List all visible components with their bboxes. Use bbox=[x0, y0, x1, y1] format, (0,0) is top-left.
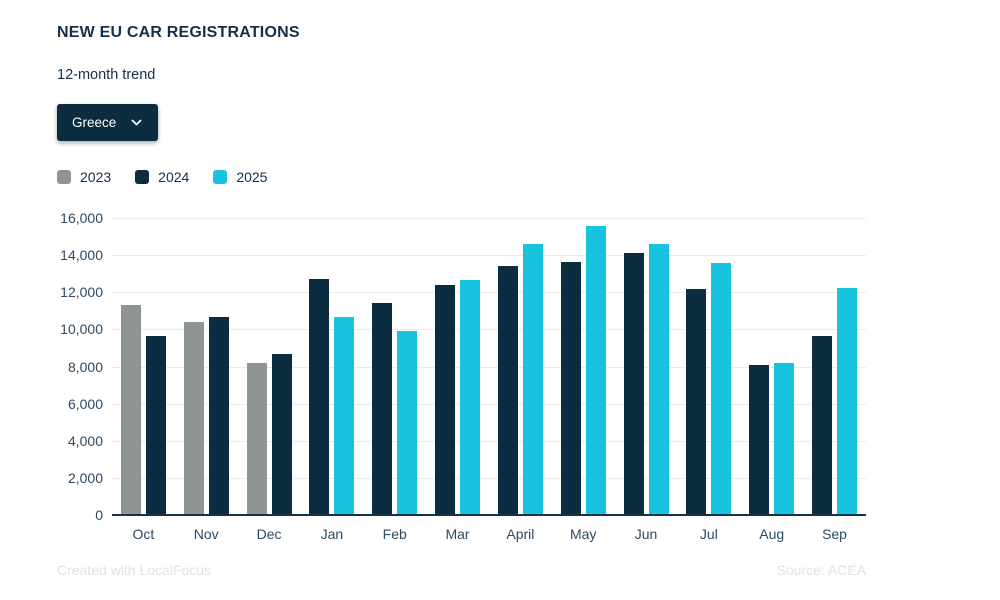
bars-row bbox=[246, 218, 292, 515]
gridline bbox=[112, 255, 866, 257]
bars-row bbox=[435, 218, 481, 515]
bar-2025-aug[interactable] bbox=[774, 362, 795, 515]
source-label: Source: ACEA bbox=[776, 562, 867, 578]
bar-2025-sep[interactable] bbox=[837, 287, 858, 515]
bar-2025-jan[interactable] bbox=[334, 317, 355, 515]
bar-2023-nov[interactable] bbox=[183, 321, 204, 515]
x-axis-label-aug: Aug bbox=[759, 526, 785, 542]
bar-2025-feb[interactable] bbox=[397, 331, 418, 515]
gridline bbox=[112, 218, 866, 219]
bar-group-feb: Feb bbox=[363, 218, 426, 542]
bar-2024-oct[interactable] bbox=[145, 335, 166, 515]
x-axis-label-jul: Jul bbox=[699, 526, 718, 542]
bars-row bbox=[372, 218, 418, 515]
bar-group-sep: Sep bbox=[803, 218, 866, 542]
x-axis-label-dec: Dec bbox=[256, 526, 282, 542]
bar-groups: Oct Nov Dec Jan Feb Mar April May Jun Jul Aug Sep bbox=[112, 218, 866, 542]
x-axis-label-may: May bbox=[569, 526, 597, 542]
y-axis-tick-label: 8,000 bbox=[67, 358, 103, 375]
y-axis-tick-label: 12,000 bbox=[60, 284, 103, 301]
bar-2025-jul[interactable] bbox=[711, 263, 732, 515]
bars-row bbox=[309, 218, 355, 515]
gridline bbox=[112, 329, 866, 331]
chevron-down-icon bbox=[130, 116, 143, 129]
bar-2024-mar[interactable] bbox=[435, 284, 456, 515]
y-axis-tick-label: 14,000 bbox=[60, 247, 103, 264]
bar-2025-jun[interactable] bbox=[648, 244, 669, 515]
legend-swatch-2024 bbox=[135, 170, 150, 184]
bars-row bbox=[497, 218, 543, 515]
bar-2023-oct[interactable] bbox=[120, 305, 141, 515]
bar-group-may: May bbox=[552, 218, 615, 542]
bar-group-oct: Oct bbox=[112, 218, 175, 542]
x-axis-label-nov: Nov bbox=[193, 526, 219, 542]
bar-2024-jan[interactable] bbox=[309, 279, 330, 515]
bar-chart: Oct Nov Dec Jan Feb Mar April May Jun Jul Aug Sep 1… bbox=[60, 210, 866, 542]
x-axis-label-april: April bbox=[506, 526, 535, 542]
x-axis-label-feb: Feb bbox=[382, 526, 407, 542]
x-axis-label-jan: Jan bbox=[320, 526, 344, 542]
gridline bbox=[112, 440, 866, 442]
bar-2024-sep[interactable] bbox=[812, 335, 833, 515]
bar-2024-may[interactable] bbox=[560, 261, 581, 515]
legend-label-2024: 2024 bbox=[158, 169, 190, 185]
bar-group-nov: Nov bbox=[175, 218, 238, 542]
bars-row bbox=[183, 218, 229, 515]
country-dropdown-value: Greece bbox=[72, 115, 117, 130]
bar-2024-dec[interactable] bbox=[271, 354, 292, 515]
bar-2023-dec[interactable] bbox=[246, 362, 267, 515]
bar-2024-jul[interactable] bbox=[686, 289, 707, 515]
bar-group-mar: Mar bbox=[426, 218, 489, 542]
bar-2024-april[interactable] bbox=[497, 266, 518, 515]
x-axis-label-jun: Jun bbox=[634, 526, 658, 542]
bar-group-jan: Jan bbox=[300, 218, 363, 542]
legend-item-2024: 2024 bbox=[135, 169, 189, 185]
legend-item-2023: 2023 bbox=[57, 169, 111, 185]
bars-row bbox=[120, 218, 166, 515]
bar-2025-april[interactable] bbox=[522, 244, 543, 515]
bars-row bbox=[623, 218, 669, 515]
y-axis-tick-label: 10,000 bbox=[60, 321, 103, 338]
bar-2024-feb[interactable] bbox=[372, 303, 393, 515]
x-axis-label-sep: Sep bbox=[822, 526, 847, 542]
bar-group-april: April bbox=[489, 218, 552, 542]
gridline bbox=[112, 366, 866, 368]
bar-2025-mar[interactable] bbox=[460, 280, 481, 515]
bar-group-aug: Aug bbox=[740, 218, 803, 542]
x-axis-label-oct: Oct bbox=[132, 526, 155, 542]
chart-subtitle: 12-month trend bbox=[57, 67, 156, 83]
bar-group-jul: Jul bbox=[677, 218, 740, 542]
bar-group-dec: Dec bbox=[238, 218, 301, 542]
legend-label-2023: 2023 bbox=[80, 169, 112, 185]
bars-row bbox=[749, 218, 795, 515]
x-axis-line bbox=[112, 514, 866, 516]
gridline bbox=[112, 292, 866, 294]
legend-item-2025: 2025 bbox=[213, 169, 267, 185]
chart-title: NEW EU CAR REGISTRATIONS bbox=[57, 24, 300, 41]
legend: 2023 2024 2025 bbox=[57, 169, 1000, 185]
y-axis-tick-label: 4,000 bbox=[67, 432, 103, 449]
bar-2024-aug[interactable] bbox=[749, 364, 770, 515]
y-axis-tick-label: 0 bbox=[95, 507, 103, 523]
country-dropdown[interactable]: Greece bbox=[57, 104, 159, 141]
bars-row bbox=[686, 218, 732, 515]
gridline bbox=[112, 477, 866, 479]
bar-2024-nov[interactable] bbox=[208, 317, 229, 515]
legend-swatch-2023 bbox=[57, 170, 71, 184]
bar-group-jun: Jun bbox=[615, 218, 678, 542]
y-axis-tick-label: 2,000 bbox=[67, 469, 103, 486]
bars-row bbox=[812, 218, 858, 515]
legend-label-2025: 2025 bbox=[236, 169, 268, 185]
bars-row bbox=[560, 218, 606, 515]
chart-footer: Created with LocalFocus Source: ACEA bbox=[57, 562, 866, 578]
bar-2024-jun[interactable] bbox=[623, 253, 644, 515]
legend-swatch-2025 bbox=[213, 170, 228, 184]
y-axis-tick-label: 16,000 bbox=[60, 210, 103, 226]
bar-2025-may[interactable] bbox=[585, 226, 606, 515]
x-axis-label-mar: Mar bbox=[445, 526, 470, 542]
y-axis-tick-label: 6,000 bbox=[67, 395, 103, 412]
gridline bbox=[112, 403, 866, 405]
localfocus-credit-link[interactable]: Created with LocalFocus bbox=[57, 562, 212, 578]
